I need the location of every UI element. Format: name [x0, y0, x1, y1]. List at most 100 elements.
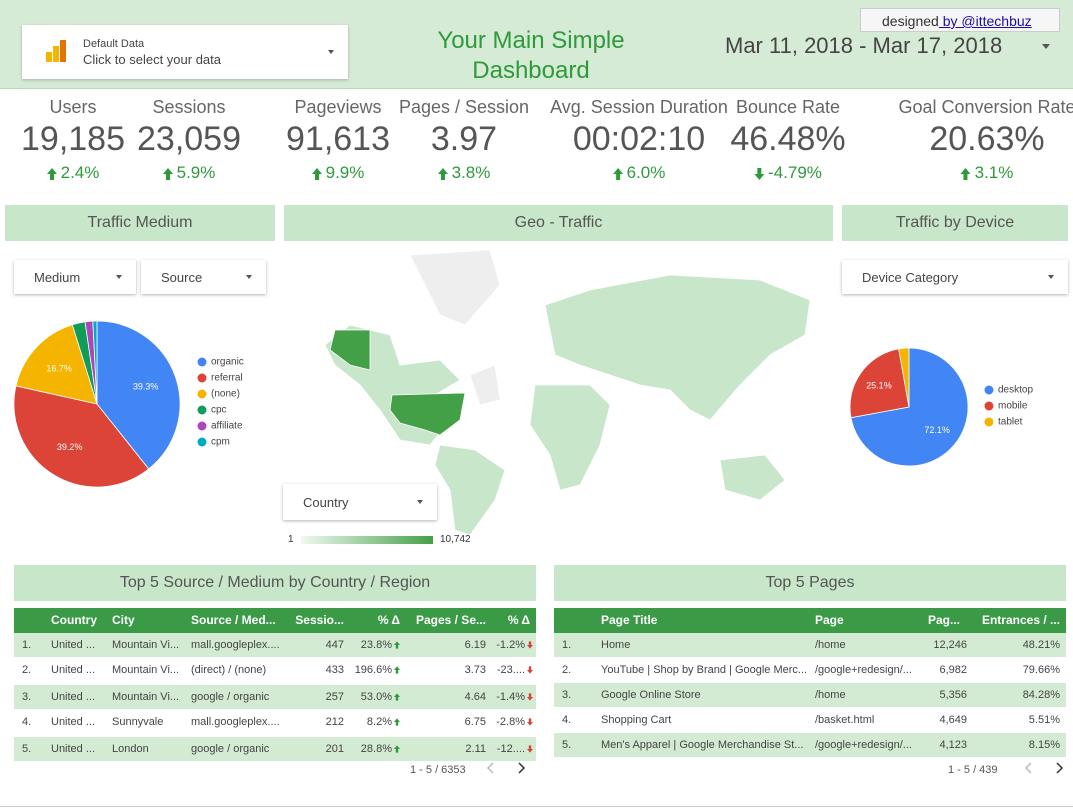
legend-swatch: [984, 401, 994, 411]
table-cell: -2.8%: [496, 716, 533, 728]
pie-slice: [15, 324, 98, 405]
pager-nav[interactable]: [1023, 760, 1073, 781]
credit-link[interactable]: by @ittechbuz: [938, 13, 1032, 29]
world-map: [324, 249, 811, 536]
legend-label: cpm: [211, 437, 230, 448]
arrow-up: [437, 167, 448, 180]
table-cell: 5.51%: [1029, 714, 1060, 726]
table-cell: 4,123: [939, 739, 967, 751]
legend-min: 1: [288, 534, 294, 545]
table-cell: 1.: [22, 639, 31, 651]
change-value: 3.8%: [451, 163, 491, 182]
table-row-bg: [554, 633, 1066, 657]
scorecard-value: 00:02:10: [572, 120, 706, 158]
table-header: [14, 608, 536, 633]
cell-text: Sunnyvale: [112, 716, 164, 728]
legend-swatch: [197, 405, 207, 415]
table-cell: /google+redesign/...: [815, 739, 912, 751]
change-value: 2.4%: [60, 163, 100, 182]
slice-label: 39.3%: [133, 381, 159, 391]
cell-text: United ...: [51, 639, 96, 651]
scorecard: Pages / Session 3.97 3.8%: [399, 97, 529, 183]
arrow-up: [394, 693, 400, 701]
change-value: -4.79%: [768, 163, 822, 182]
table-header-cell: Country: [51, 613, 97, 627]
cell-text: Mountain Vi...: [112, 691, 180, 703]
pager-arrows[interactable]: [485, 760, 545, 776]
panel-title: Top 5 Pages: [554, 565, 1066, 601]
table-cell: 4,649: [939, 714, 967, 726]
arrow-down: [527, 641, 533, 649]
scorecard-value: 3.97: [430, 120, 498, 158]
table-cell: 196.6%: [355, 664, 400, 676]
table-header-cell: Entrances / ...: [981, 613, 1060, 627]
caret: [328, 50, 334, 54]
table-cell: 4.64: [465, 691, 486, 703]
table-cell: 8.15%: [1029, 739, 1060, 751]
legend-label: cpc: [211, 405, 227, 416]
caret: [1042, 44, 1050, 49]
scorecard-label: Avg. Session Duration: [550, 97, 728, 117]
table-row-bg: [14, 737, 536, 761]
cell-text: 4,123: [939, 739, 967, 751]
medium-pie: 39.3% 39.2% 16.7% organic referral (none) cpc a…: [13, 320, 244, 488]
scorecard-label: Sessions: [152, 97, 226, 117]
cell-text: 447: [325, 639, 344, 651]
cell-text: Home: [601, 639, 631, 651]
data-source-picker[interactable]: Default Data Click to select your data: [22, 25, 348, 79]
table-cell: 5,356: [939, 689, 967, 701]
table-header-cell: Sessio...: [295, 613, 344, 627]
filter[interactable]: Device Category: [842, 260, 1068, 294]
scorecard: Goal Conversion Rate 20.63% 3.1%: [898, 97, 1073, 183]
data-source-title: Default Data: [83, 38, 145, 50]
pie-slice: [850, 347, 969, 467]
credit-text: designed: [882, 13, 939, 29]
table-header-cell: Page Title: [601, 613, 658, 627]
cell-text: 23.8%: [360, 639, 392, 651]
cell-text: 4.: [22, 716, 32, 728]
table-cell: 6.19: [465, 639, 486, 651]
scorecard-label: Pageviews: [294, 97, 382, 117]
scorecard-change: 5.9%: [137, 163, 241, 183]
filter[interactable]: Country: [283, 484, 437, 520]
cell-text: United ...: [51, 691, 96, 703]
arrow-down: [527, 718, 533, 726]
date-range[interactable]: Mar 11, 2018 - Mar 17, 2018: [725, 33, 1003, 58]
cell-text: 6.75: [464, 716, 486, 728]
table-cell: google / organic: [191, 691, 269, 703]
filter[interactable]: Medium: [14, 260, 136, 294]
scorecard-value: 20.63%: [929, 120, 1045, 158]
cell-text: 2.11: [465, 743, 486, 755]
cell-text: 4.: [562, 714, 572, 726]
pager-arrows[interactable]: [1023, 760, 1073, 776]
table-cell: Mountain Vi...: [112, 691, 179, 703]
scorecard: Bounce Rate 46.48% -4.79%: [730, 97, 845, 183]
table-cell: -23....: [497, 664, 533, 676]
legend-swatch: [197, 357, 207, 367]
cell-text: /google+redesign/...: [815, 664, 912, 676]
table-header-cell: Pag...: [927, 613, 960, 627]
scorecard-value: 19,185: [21, 120, 125, 158]
cell-text: 2.: [562, 664, 572, 676]
cell-text: 12,246: [933, 639, 967, 651]
legend-max: 10,742: [440, 534, 471, 545]
filter-label: Device Category: [862, 269, 959, 285]
table-cell: 2.: [22, 664, 31, 676]
filter[interactable]: Source: [141, 260, 266, 294]
legend-swatch: [984, 417, 994, 427]
pie-slice: [898, 347, 910, 408]
cell-text: 1.: [22, 639, 32, 651]
table-cell: 23.8%: [361, 639, 400, 651]
data-source-subtitle: Click to select your data: [83, 52, 222, 67]
arrow-up: [394, 745, 400, 753]
scorecard: Avg. Session Duration 00:02:10 6.0%: [550, 97, 728, 183]
table-cell: -12....: [497, 743, 533, 755]
cell-text: 6.19: [464, 639, 486, 651]
device-pie: 72.1% 25.1% desktop mobile tablet: [849, 347, 1033, 467]
cell-text: Shopping Cart: [601, 714, 672, 726]
pager-nav[interactable]: [485, 760, 545, 781]
filter-label: Source: [161, 269, 203, 285]
change-value: 6.0%: [626, 163, 666, 182]
table-cell: 4.: [22, 716, 31, 728]
legend-label: tablet: [998, 417, 1023, 428]
